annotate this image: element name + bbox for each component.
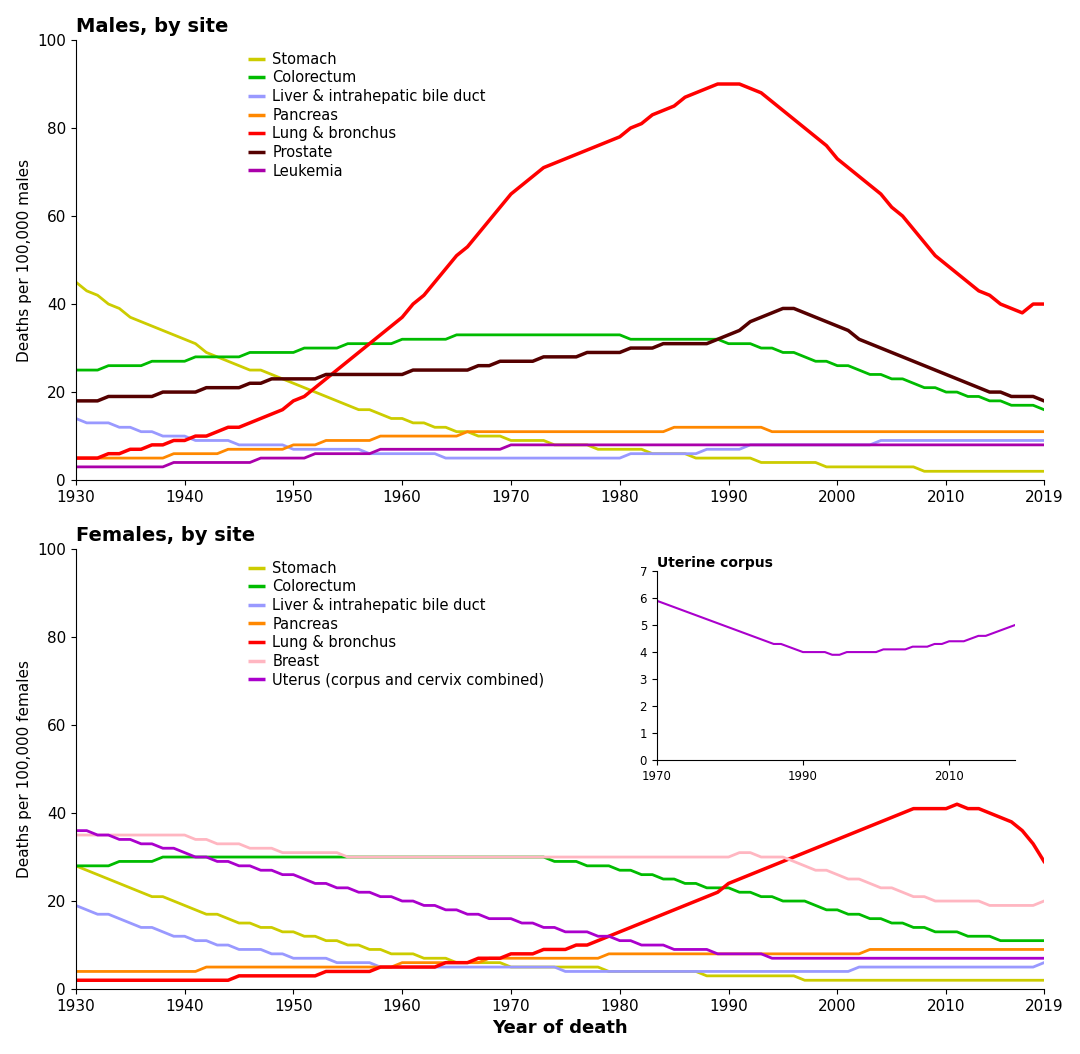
Legend: Stomach, Colorectum, Liver & intrahepatic bile duct, Pancreas, Lung & bronchus, : Stomach, Colorectum, Liver & intrahepati… <box>247 561 544 687</box>
Y-axis label: Deaths per 100,000 males: Deaths per 100,000 males <box>16 158 31 362</box>
Y-axis label: Deaths per 100,000 females: Deaths per 100,000 females <box>16 660 31 878</box>
Legend: Stomach, Colorectum, Liver & intrahepatic bile duct, Pancreas, Lung & bronchus, : Stomach, Colorectum, Liver & intrahepati… <box>247 52 486 178</box>
X-axis label: Year of death: Year of death <box>492 1019 627 1037</box>
Text: Males, by site: Males, by site <box>76 17 228 36</box>
Text: Females, by site: Females, by site <box>76 526 255 545</box>
